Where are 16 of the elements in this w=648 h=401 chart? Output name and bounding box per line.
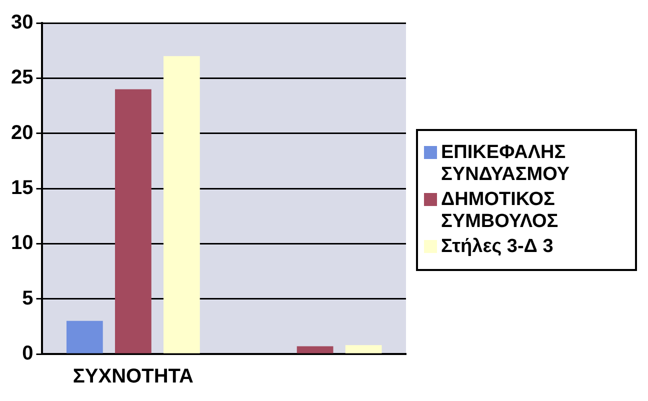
legend-label: ΕΠΙΚΕΦΑΛΗΣ ΣΥΝΔΥΑΣΜΟΥ <box>441 142 571 186</box>
legend-label: Στήλες 3-Δ 3 <box>441 236 554 258</box>
bar <box>296 346 334 354</box>
x-tick-label: ΣΥΧΝΟΤΗΤΑ <box>72 366 194 388</box>
y-tick-label: 30 <box>10 12 34 34</box>
y-tick-label: 15 <box>10 177 34 200</box>
y-tick-label: 10 <box>10 232 34 254</box>
y-tick-label: 0 <box>22 342 34 365</box>
y-tick-label: 20 <box>10 122 34 144</box>
bar <box>114 89 152 354</box>
y-tick-label: 5 <box>22 287 34 310</box>
y-tick-label: 25 <box>10 66 34 89</box>
bar <box>345 345 382 354</box>
bar <box>66 320 103 354</box>
legend-label: ΔΗΜΟΤΙΚΟΣ ΣΥΜΒΟΥΛΟΣ <box>441 189 560 233</box>
bar <box>164 56 200 354</box>
